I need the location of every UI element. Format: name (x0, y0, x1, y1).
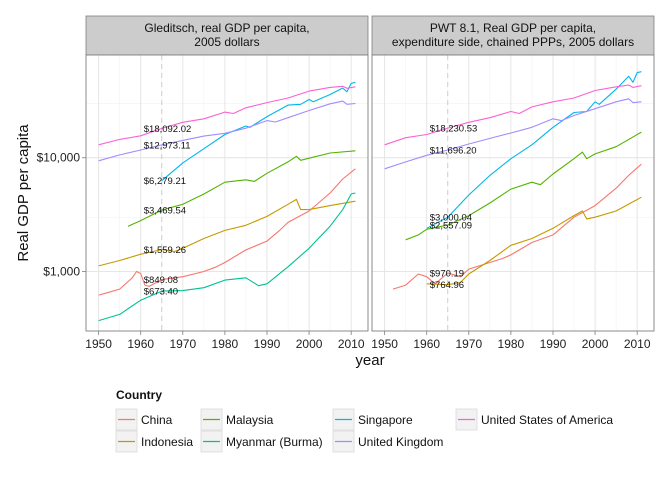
panel-title-line: Gleditsch, real GDP per capita, (144, 21, 309, 35)
series-line-indonesia (98, 198, 356, 267)
panel-2: PWT 8.1, Real GDP per capita,expenditure… (371, 15, 655, 351)
panel-border (371, 54, 655, 332)
y-axis-title: Real GDP per capita (15, 124, 32, 262)
series-line-malaysia (405, 131, 642, 241)
legend-title: Country (116, 388, 162, 402)
legend: Country China Indonesia Malaysia Myanmar (Bu… (115, 388, 613, 453)
legend-label: United Kingdom (358, 435, 443, 449)
annotation-label: $2,557.09 (430, 221, 472, 232)
x-tick-label: 1990 (254, 337, 281, 351)
annotation-label: $18,230.53 (430, 124, 478, 135)
x-tick-label: 2000 (582, 337, 609, 351)
x-tick-label: 1970 (455, 337, 482, 351)
annotation-label: $11,696.20 (430, 146, 477, 157)
annotation-label: $6,279.21 (144, 176, 186, 187)
panel-title-line: PWT 8.1, Real GDP per capita, (430, 21, 596, 35)
panel-border (85, 54, 369, 332)
series-line-united-kingdom (384, 98, 642, 170)
series-line-united-states-of-america (384, 84, 642, 146)
x-tick-label: 1960 (413, 337, 440, 351)
plot-background (86, 55, 368, 331)
x-tick-label: 1980 (498, 337, 525, 351)
panel-1: Gleditsch, real GDP per capita,2005 doll… (85, 15, 369, 351)
series-line-china (98, 168, 356, 296)
x-tick-label: 1960 (127, 337, 154, 351)
series-line-singapore (426, 71, 642, 229)
panel-title-line: expenditure side, chained PPPs, 2005 dol… (392, 35, 634, 49)
y-tick-label: $10,000 (37, 151, 81, 165)
series-line-singapore (161, 81, 356, 182)
annotation-label: $764.96 (430, 280, 464, 291)
plot-background (372, 55, 654, 331)
annotation-label: $18,092.02 (144, 124, 192, 135)
panel-strip (371, 15, 655, 56)
annotation-label: $3,000.04 (430, 213, 472, 224)
x-tick-label: 1970 (169, 337, 196, 351)
series-line-china (392, 163, 642, 290)
series-line-united-states-of-america (98, 85, 356, 146)
series-line-myanmar-burma- (98, 192, 356, 322)
x-tick-label: 2000 (296, 337, 323, 351)
annotation-label: $673.40 (144, 287, 178, 298)
annotation-label: $1,559.26 (144, 245, 186, 256)
x-tick-label: 2010 (624, 337, 651, 351)
annotation-label: $849.08 (144, 275, 178, 286)
panel-title-line: 2005 dollars (194, 35, 259, 49)
series-line-indonesia (426, 196, 642, 286)
legend-label: United States of America (481, 413, 613, 427)
x-tick-label: 1950 (371, 337, 398, 351)
series-line-malaysia (127, 150, 356, 227)
legend-label: Singapore (358, 413, 413, 427)
legend-label: Indonesia (141, 435, 193, 449)
legend-label: Malaysia (226, 413, 274, 427)
annotation-label: $3,469.54 (144, 206, 186, 217)
legend-label: Myanmar (Burma) (226, 435, 323, 449)
legend-label: China (141, 413, 173, 427)
x-axis-title: year (355, 352, 384, 369)
series-line-united-kingdom (98, 100, 356, 162)
x-tick-label: 1980 (212, 337, 239, 351)
y-tick-label: $1,000 (43, 265, 80, 279)
x-tick-label: 1990 (540, 337, 567, 351)
panel-strip (85, 15, 369, 56)
annotation-label: $12,973.11 (144, 140, 191, 151)
x-tick-label: 1950 (85, 337, 112, 351)
x-tick-label: 2010 (338, 337, 365, 351)
annotation-label: $970.19 (430, 269, 464, 280)
